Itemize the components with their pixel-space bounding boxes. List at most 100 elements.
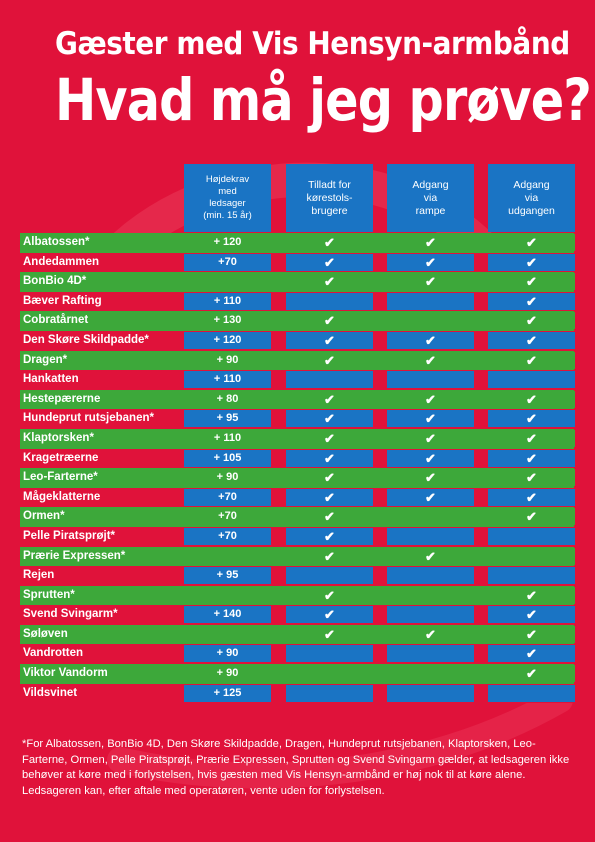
ride-name: Pelle Piratsprøjt*	[23, 529, 116, 542]
exit-cell: ✔	[488, 508, 575, 526]
check-icon: ✔	[425, 352, 436, 368]
check-icon: ✔	[526, 332, 537, 348]
check-icon: ✔	[324, 352, 335, 368]
ramp-cell	[387, 645, 474, 663]
wheelchair-cell: ✔	[286, 312, 373, 330]
height-requirement-cell: + 110	[184, 429, 271, 447]
ride-name: Bæver Rafting	[23, 294, 102, 307]
wheelchair-cell	[286, 665, 373, 683]
ride-name: Viktor Vandorm	[23, 667, 108, 680]
height-requirement-cell: +70	[184, 488, 271, 506]
exit-cell: ✔	[488, 488, 575, 506]
table-row: BonBio 4D* ✔ ✔ ✔	[20, 272, 575, 292]
wheelchair-cell: ✔	[286, 586, 373, 604]
height-requirement-cell: +70	[184, 253, 271, 271]
height-requirement-cell: + 140	[184, 606, 271, 624]
ramp-cell: ✔	[387, 547, 474, 565]
ramp-cell	[387, 508, 474, 526]
check-icon: ✔	[425, 411, 436, 427]
check-icon: ✔	[324, 430, 335, 446]
check-icon: ✔	[425, 489, 436, 505]
ride-name: BonBio 4D*	[23, 275, 87, 288]
ramp-cell	[387, 684, 474, 702]
ride-name: Vandrotten	[23, 647, 84, 660]
ramp-cell: ✔	[387, 234, 474, 251]
wheelchair-cell: ✔	[286, 390, 373, 408]
table-row: Den Skøre Skildpadde* + 120 ✔ ✔ ✔	[20, 330, 575, 351]
ramp-cell	[387, 312, 474, 330]
ride-name: Svend Svingarm*	[23, 608, 118, 621]
table-row: Vandrotten + 90 ✔	[20, 644, 575, 665]
check-icon: ✔	[324, 548, 335, 564]
check-icon: ✔	[425, 254, 436, 270]
exit-cell	[488, 547, 575, 565]
check-icon: ✔	[324, 607, 335, 623]
wheelchair-cell: ✔	[286, 606, 373, 624]
height-requirement-cell: + 105	[184, 449, 271, 467]
check-icon: ✔	[425, 430, 436, 446]
check-icon: ✔	[324, 411, 335, 427]
check-icon: ✔	[526, 391, 537, 407]
table-row: Sprutten* ✔ ✔	[20, 585, 575, 606]
ride-name: Ormen*	[23, 510, 65, 523]
wheelchair-cell: ✔	[286, 253, 373, 271]
ramp-cell: ✔	[387, 273, 474, 291]
table-row: Ormen* +70 ✔ ✔	[20, 507, 575, 527]
height-requirement-cell: + 90	[184, 665, 271, 683]
ramp-cell	[387, 606, 474, 624]
height-requirement-cell: +70	[184, 508, 271, 526]
check-icon: ✔	[324, 509, 335, 525]
height-requirement-cell: + 90	[184, 469, 271, 487]
check-icon: ✔	[324, 528, 335, 544]
table-row: Dragen* + 90 ✔ ✔ ✔	[20, 350, 575, 371]
check-icon: ✔	[526, 293, 537, 309]
ride-name: Den Skøre Skildpadde*	[23, 333, 149, 346]
column-header-wheelchair: Tilladt for kørestols- brugere	[286, 164, 373, 232]
ride-name: Prærie Expressen*	[23, 549, 126, 562]
height-requirement-cell: + 130	[184, 312, 271, 330]
ride-name: Mågeklatterne	[23, 490, 101, 503]
ride-name: Søløven	[23, 627, 68, 640]
table-row: Hestepærerne + 80 ✔ ✔ ✔	[20, 389, 575, 410]
exit-cell: ✔	[488, 449, 575, 467]
check-icon: ✔	[425, 274, 436, 290]
height-requirement-cell: + 95	[184, 410, 271, 428]
height-requirement-cell: +70	[184, 527, 271, 545]
exit-cell	[488, 567, 575, 585]
height-requirement-cell	[184, 273, 271, 291]
check-icon: ✔	[324, 626, 335, 642]
ramp-cell: ✔	[387, 410, 474, 428]
exit-cell	[488, 684, 575, 702]
check-icon: ✔	[425, 470, 436, 486]
wheelchair-cell: ✔	[286, 410, 373, 428]
ramp-cell: ✔	[387, 488, 474, 506]
height-requirement-cell	[184, 547, 271, 565]
table-row: Kragetræerne + 105 ✔ ✔ ✔	[20, 448, 575, 469]
exit-cell: ✔	[488, 351, 575, 369]
height-requirement-cell: + 110	[184, 371, 271, 389]
wheelchair-cell: ✔	[286, 449, 373, 467]
check-icon: ✔	[425, 391, 436, 407]
ramp-cell	[387, 586, 474, 604]
table-row: Bæver Rafting + 110 ✔	[20, 291, 575, 312]
check-icon: ✔	[324, 587, 335, 603]
table-row: Prærie Expressen* ✔ ✔	[20, 546, 575, 567]
ramp-cell	[387, 665, 474, 683]
wheelchair-cell	[286, 645, 373, 663]
check-icon: ✔	[526, 646, 537, 662]
page-title: Hvad må jeg prøve?	[55, 66, 592, 134]
check-icon: ✔	[526, 430, 537, 446]
ramp-cell: ✔	[387, 390, 474, 408]
height-requirement-cell: + 90	[184, 351, 271, 369]
wheelchair-cell: ✔	[286, 234, 373, 251]
check-icon: ✔	[526, 352, 537, 368]
wheelchair-cell	[286, 567, 373, 585]
ride-name: Hestepærerne	[23, 392, 101, 405]
check-icon: ✔	[324, 332, 335, 348]
check-icon: ✔	[526, 470, 537, 486]
table-row: Vildsvinet + 125	[20, 683, 575, 704]
exit-cell: ✔	[488, 234, 575, 251]
ramp-cell	[387, 371, 474, 389]
wheelchair-cell: ✔	[286, 527, 373, 545]
check-icon: ✔	[526, 626, 537, 642]
